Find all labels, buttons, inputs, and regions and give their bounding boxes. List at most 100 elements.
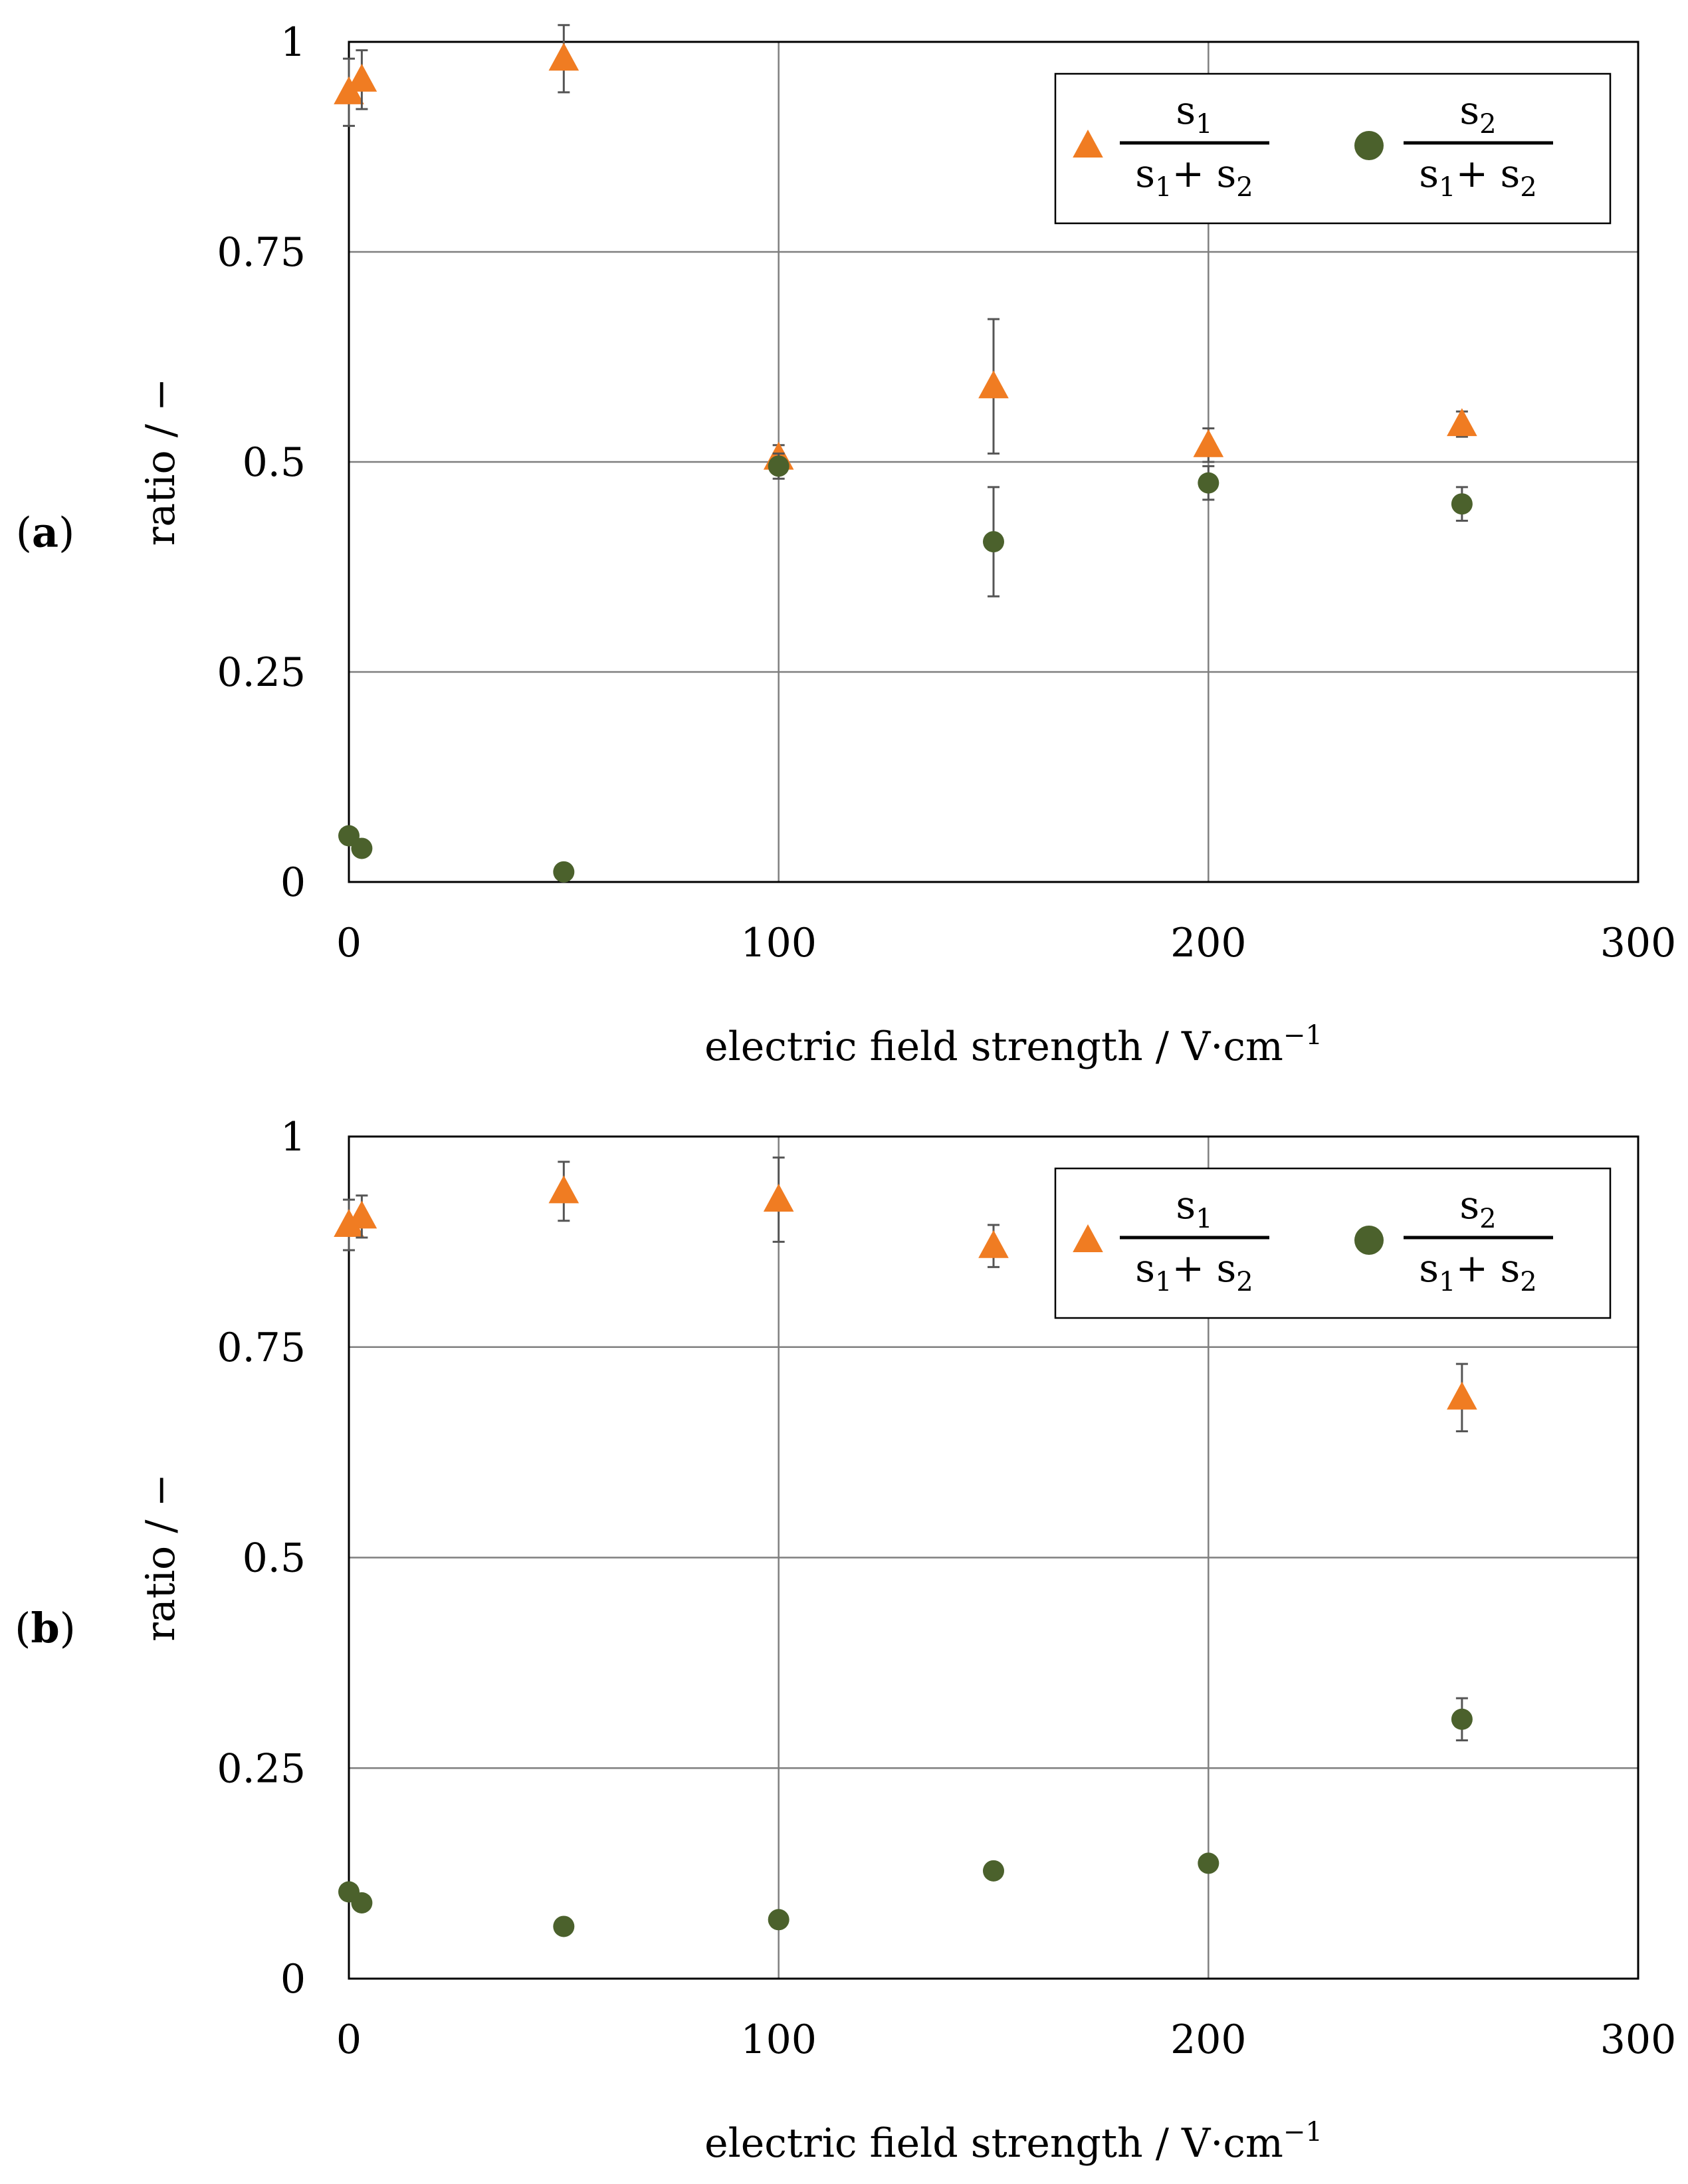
legend-den-s1-sub: 1	[1439, 172, 1455, 203]
data-point-circle	[1198, 1852, 1219, 1874]
data-point-triangle	[1447, 408, 1477, 437]
x-tick-label: 100	[740, 2017, 817, 2063]
data-point-circle	[983, 531, 1004, 553]
legend-circle-marker	[1354, 131, 1384, 160]
legend-numerator-sub: 1	[1196, 109, 1212, 140]
legend-numerator-sub: 2	[1479, 109, 1496, 140]
x-tick-label: 100	[740, 920, 817, 966]
panel-label: (a)	[16, 508, 75, 556]
panel-label-close: )	[58, 508, 74, 556]
y-tick-label: 1	[280, 19, 306, 66]
legend-denominator: s1+ s2	[1419, 151, 1536, 203]
data-point-circle	[1451, 493, 1473, 515]
panel-label-letter: b	[31, 1604, 59, 1652]
data-point-circle	[768, 455, 790, 477]
y-tick-label: 0.5	[243, 439, 306, 486]
series-s2-ratio	[338, 1697, 1473, 1937]
panel-label-open: (	[16, 508, 32, 556]
legend-den-s1-sub: 1	[1155, 172, 1172, 203]
legend-denominator: s1+ s2	[1419, 1246, 1536, 1297]
y-axis-label: ratio / −	[138, 378, 184, 546]
x-tick-label: 300	[1600, 2017, 1677, 2063]
data-point-triangle	[334, 1209, 364, 1238]
legend-numerator: s2	[1459, 1182, 1496, 1234]
data-point-triangle	[1193, 429, 1224, 457]
legend-circle-marker	[1354, 1226, 1384, 1255]
legend-denominator: s1+ s2	[1135, 1246, 1253, 1297]
legend-triangle-marker	[1073, 1224, 1103, 1252]
plot-frame	[348, 41, 1639, 883]
data-point-circle	[351, 1892, 373, 1913]
x-axis-label-sup: −1	[1283, 1020, 1322, 1051]
y-tick-label: 0.75	[217, 1325, 306, 1371]
panel-label-open: (	[15, 1604, 31, 1652]
x-axis-label: electric field strength / V·cm−1	[704, 1020, 1322, 1070]
legend-numerator: s2	[1459, 88, 1496, 140]
data-point-circle	[1198, 472, 1219, 494]
data-point-triangle	[1447, 1381, 1477, 1410]
legend-den-plus: + s	[1455, 151, 1520, 196]
panel-label: (b)	[15, 1604, 76, 1652]
series-s1-ratio	[334, 1156, 1477, 1432]
legend-den-s2-sub: 2	[1236, 1267, 1253, 1297]
legend-den-plus: + s	[1455, 1246, 1520, 1291]
x-axis-label-sup: −1	[1283, 2117, 1322, 2147]
legend-den-s1-sub: 1	[1439, 1267, 1455, 1297]
panel-label-letter: a	[32, 508, 58, 556]
x-tick-label: 200	[1170, 920, 1247, 966]
data-point-circle	[983, 1860, 1004, 1882]
legend-box	[1054, 1167, 1612, 1319]
data-point-triangle	[978, 370, 1009, 399]
legend-numerator-s: s	[1459, 88, 1479, 133]
x-tick-label: 0	[336, 920, 362, 966]
x-axis-label-text: electric field strength / V·cm	[704, 1024, 1283, 1070]
x-axis-label: electric field strength / V·cm−1	[704, 2117, 1322, 2167]
y-tick-label: 0.25	[217, 649, 306, 696]
chart-panel-b: 0 0.25 0.5 0.75 1 0 100 200 300 electric field st…	[15, 1114, 1676, 2167]
legend-den-s1: s	[1135, 1246, 1155, 1291]
legend-den-plus: + s	[1172, 1246, 1236, 1291]
y-tick-label: 0.5	[243, 1535, 306, 1582]
series-s2-ratio	[338, 452, 1473, 883]
legend-numerator-s: s	[1176, 88, 1196, 133]
legend-numerator-s: s	[1459, 1182, 1479, 1228]
chart-panel-a: 0 0.25 0.5 0.75 1 0 100 200 300 electric field st…	[16, 19, 1677, 1070]
data-point-circle	[351, 837, 373, 859]
legend-numerator-sub: 2	[1479, 1204, 1496, 1234]
y-tick-label: 0.75	[217, 229, 306, 276]
data-point-triangle	[978, 1230, 1009, 1258]
data-point-circle	[1451, 1708, 1473, 1730]
plot-frame	[348, 1135, 1639, 1980]
data-point-triangle	[548, 1175, 580, 1204]
x-tick-label: 0	[336, 2017, 362, 2063]
legend-numerator-sub: 1	[1196, 1204, 1212, 1234]
legend-numerator-s: s	[1176, 1182, 1196, 1228]
legend-box	[1054, 72, 1612, 225]
y-tick-label: 0	[280, 1956, 306, 2003]
data-point-triangle	[346, 1200, 377, 1229]
legend-numerator: s1	[1176, 88, 1212, 140]
y-axis-label: ratio / −	[138, 1474, 184, 1642]
legend-den-s2-sub: 2	[1520, 1267, 1536, 1297]
y-tick-label: 0.25	[217, 1745, 306, 1792]
y-tick-label: 1	[280, 1114, 306, 1160]
legend-triangle-marker	[1073, 130, 1103, 158]
y-tick-label: 0	[280, 859, 306, 906]
data-point-triangle	[763, 1184, 794, 1212]
legend-den-s1: s	[1419, 1246, 1439, 1291]
legend-den-s2-sub: 2	[1236, 172, 1253, 203]
x-tick-label: 300	[1600, 920, 1677, 966]
data-point-circle	[553, 861, 575, 883]
legend-den-s1: s	[1135, 151, 1155, 196]
legend-denominator: s1+ s2	[1135, 151, 1253, 203]
legend-den-s2-sub: 2	[1520, 172, 1536, 203]
x-tick-label: 200	[1170, 2017, 1247, 2063]
data-point-circle	[553, 1915, 575, 1937]
